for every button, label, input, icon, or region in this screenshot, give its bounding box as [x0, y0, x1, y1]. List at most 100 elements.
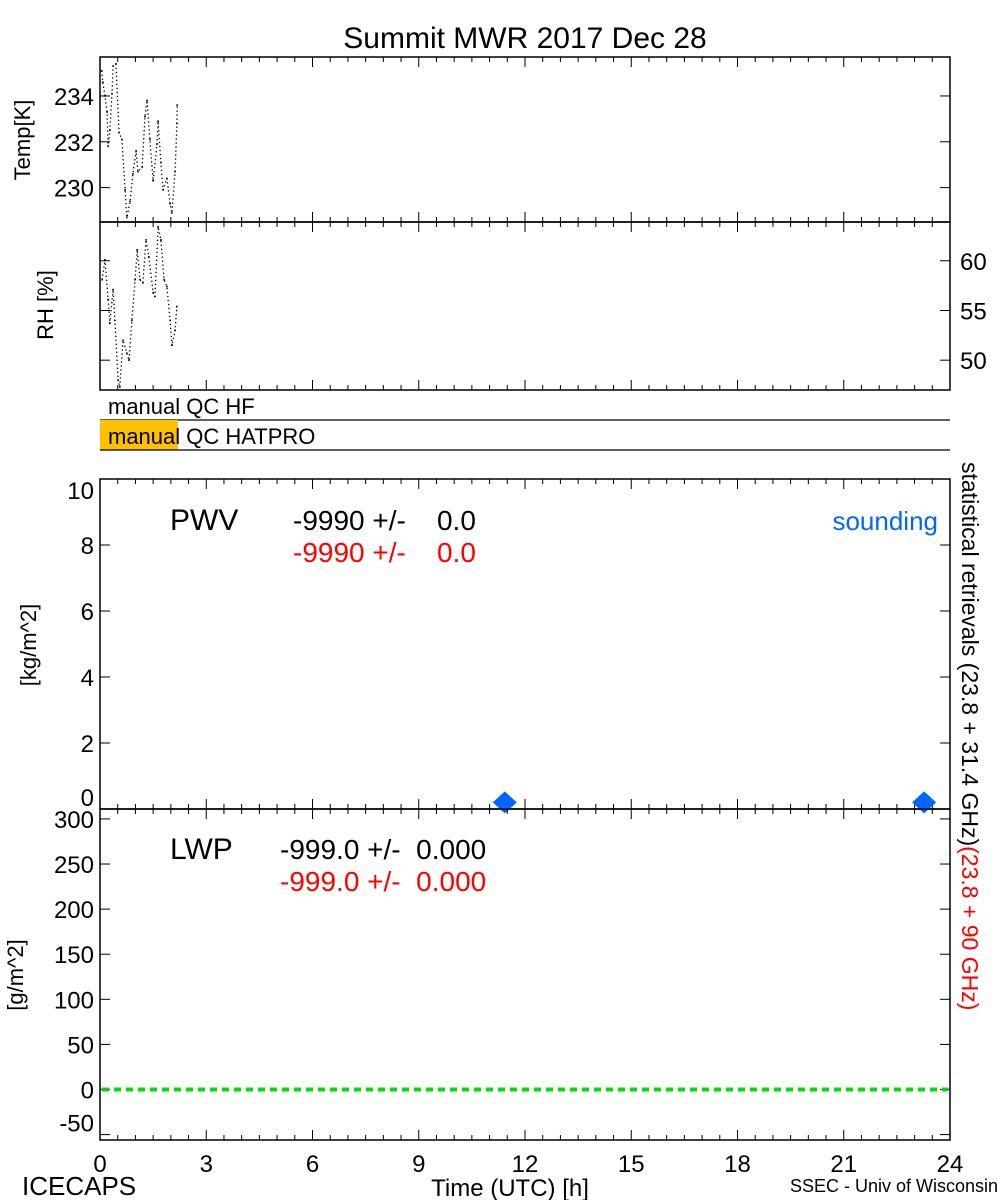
temp-data-point — [156, 143, 158, 145]
temp-data-point — [118, 131, 120, 134]
rh-data-point — [136, 249, 138, 251]
temp-data-point — [157, 120, 159, 122]
y-tick-label: 10 — [67, 478, 94, 505]
y-tick-label: 2 — [81, 731, 94, 758]
y-tick-label: 0 — [81, 785, 94, 812]
lwp-y-axis-label: [g/m^2] — [3, 939, 28, 1010]
temp-data-point — [146, 99, 148, 102]
rh-data-point — [139, 278, 141, 281]
rh-data-point — [145, 239, 147, 241]
y-tick-label: 100 — [54, 987, 94, 1014]
temp-data-point — [121, 138, 123, 141]
temp-data-point — [109, 129, 111, 132]
lwp-label: LWP — [170, 833, 233, 866]
rh-data-point — [154, 295, 156, 298]
y-tick-label: 234 — [54, 84, 94, 111]
y-tick-label: 300 — [54, 807, 94, 834]
y-tick-label: 250 — [54, 852, 94, 879]
rh-data-point — [169, 319, 171, 322]
right-label-black: statistical retrievals (23.8 + 31.4 GHz) — [957, 462, 983, 846]
temp-data-point — [115, 63, 117, 65]
y-tick-label: 4 — [81, 665, 94, 692]
temp-data-point — [141, 166, 143, 168]
temp-data-point — [162, 189, 164, 191]
rh-data-point — [119, 386, 121, 388]
temp-data-point — [160, 161, 162, 164]
x-tick-label: 21 — [830, 1151, 857, 1178]
qc-row: manual QC HF — [100, 394, 950, 421]
panel-pwv: 0 2 4 6 8 10 [kg/m^2] PWV -9990 +/- 0.0-9990 +/-… — [16, 478, 951, 814]
x-tick-label: 15 — [618, 1151, 645, 1178]
rh-data-point — [174, 329, 176, 332]
y-tick-label: 0 — [81, 1077, 94, 1104]
temp-data-point — [137, 170, 139, 173]
panel-rh: 50 55 60 RH [%] — [33, 221, 987, 391]
panel-temp: 230 232 234 Temp[K] — [10, 56, 951, 223]
rh-data-point — [176, 305, 178, 308]
y-tick-label: 55 — [960, 298, 987, 325]
lwp-value-red: -999.0 +/- 0.000 — [280, 866, 486, 897]
rh-data-point — [128, 359, 130, 361]
rh-data-point — [104, 258, 106, 261]
qc-flag-bar — [100, 420, 178, 450]
temp-data-point — [174, 170, 176, 173]
y-tick-label: 232 — [54, 130, 94, 157]
temp-data-point — [124, 189, 126, 191]
temp-data-point — [169, 202, 171, 205]
x-tick-label: 24 — [937, 1151, 964, 1178]
y-tick-label: 200 — [54, 897, 94, 924]
chart-title: Summit MWR 2017 Dec 28 — [343, 22, 706, 55]
rh-data-point — [112, 288, 114, 291]
temp-data-point — [144, 115, 146, 118]
temp-data-point — [135, 150, 137, 152]
temp-data-point — [104, 95, 106, 97]
rh-data-point — [126, 352, 128, 355]
temp-series-line — [101, 62, 178, 218]
rh-data-point — [160, 239, 162, 241]
rh-data-point — [131, 319, 133, 322]
footer-left: ICECAPS — [22, 1171, 136, 1200]
right-label-red: (23.8 + 90 GHz) — [957, 846, 983, 1010]
x-tick-label: 9 — [412, 1151, 425, 1178]
y-tick-label: -50 — [59, 1111, 94, 1138]
y-tick-label: 150 — [54, 942, 94, 969]
temp-data-point — [100, 69, 103, 72]
x-tick-label: 6 — [306, 1151, 319, 1178]
temp-data-point — [176, 122, 178, 125]
rh-series-line — [101, 226, 178, 388]
legend-sounding: sounding — [832, 506, 938, 536]
rh-data-point — [107, 298, 109, 301]
temp-data-point — [166, 177, 168, 180]
rh-data-point — [114, 319, 116, 322]
rh-data-point — [157, 226, 159, 228]
y-tick-label: 6 — [81, 599, 94, 626]
temp-data-point — [126, 216, 128, 219]
y-tick-label: 50 — [67, 1032, 94, 1059]
temp-data-point — [149, 138, 151, 141]
temp-data-point — [171, 212, 173, 214]
rh-data-point — [122, 339, 124, 342]
rh-data-point — [117, 379, 119, 381]
temp-data-point — [129, 200, 131, 203]
x-tick-label: 0 — [93, 1151, 106, 1178]
temp-data-point — [102, 81, 104, 84]
qc-row: manual QC HATPRO — [100, 420, 950, 451]
temp-data-point — [132, 173, 134, 175]
y-tick-label: 60 — [960, 249, 987, 276]
rh-data-point — [142, 281, 144, 284]
temp-data-point — [176, 104, 179, 106]
y-tick-label: 50 — [960, 348, 987, 375]
y-tick-label: 230 — [54, 176, 94, 203]
rh-data-point — [166, 285, 168, 288]
x-tick-label: 12 — [512, 1151, 539, 1178]
y-tick-label: 8 — [81, 533, 94, 560]
x-tick-label: 3 — [200, 1151, 213, 1178]
qc-label: manual QC HATPRO — [108, 424, 315, 449]
rh-data-point — [152, 291, 154, 294]
temp-data-point — [106, 111, 108, 113]
panel-lwp: -50 0 50 100 150 200 250 300 [g/m^2] LWP -999.0 +/… — [3, 807, 951, 1141]
rh-plot-frame — [99, 221, 951, 391]
rh-data-point — [101, 278, 103, 281]
